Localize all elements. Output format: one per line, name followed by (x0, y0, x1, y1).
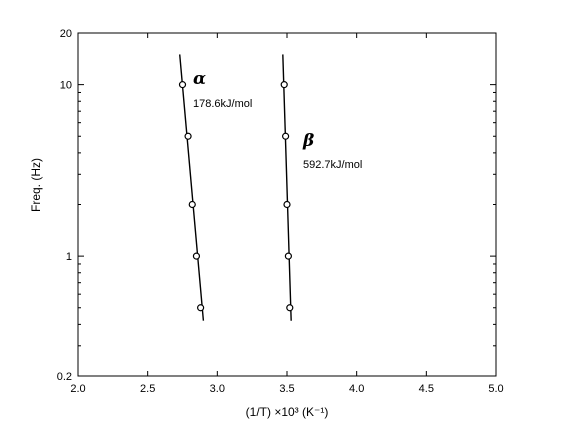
x-tick-label: 4.5 (419, 383, 434, 395)
y-tick-label: 1 (66, 251, 72, 263)
x-tick-label: 3.0 (210, 383, 225, 395)
fit-line-series-1 (179, 54, 205, 321)
data-point (178, 81, 187, 89)
data-point (282, 132, 290, 140)
data-point (280, 81, 288, 89)
x-axis-ticks: 2.0 2.5 3.0 3.5 4.0 4.5 5.0 (70, 33, 504, 395)
activation-energy-label: 592.7kJ/mol (303, 159, 362, 171)
activation-energy-label: 178.6kJ/mol (193, 98, 252, 110)
y-axis-ticks: 0.2 1 10 20 (57, 28, 496, 383)
x-tick-label: 2.0 (70, 383, 85, 395)
data-point (284, 252, 292, 260)
x-tick-label: 4.0 (349, 383, 364, 395)
y-tick-label: 20 (60, 28, 72, 40)
data-point (283, 200, 291, 209)
fit-line-series-2 (282, 54, 292, 321)
series-annotations: α 178.6kJ/mol β 592.7kJ/mol (193, 69, 362, 171)
x-tick-label: 3.5 (279, 383, 294, 395)
series-name-label: α (193, 69, 206, 89)
data-point (184, 132, 192, 140)
data-point (188, 200, 196, 209)
y-axis-label: Freq. (Hz) (29, 158, 43, 212)
y-tick-label: 10 (60, 80, 72, 92)
data-point (192, 252, 201, 260)
fit-lines (179, 54, 292, 321)
data-points (178, 81, 294, 312)
y-tick-label: 0.2 (57, 371, 72, 383)
x-tick-label: 5.0 (488, 383, 503, 395)
x-tick-label: 2.5 (140, 383, 155, 395)
x-axis-label: (1/T) ×10³ (K⁻¹) (246, 405, 329, 419)
series-name-label: β (302, 131, 314, 151)
data-point (286, 304, 294, 312)
data-point (197, 304, 205, 312)
